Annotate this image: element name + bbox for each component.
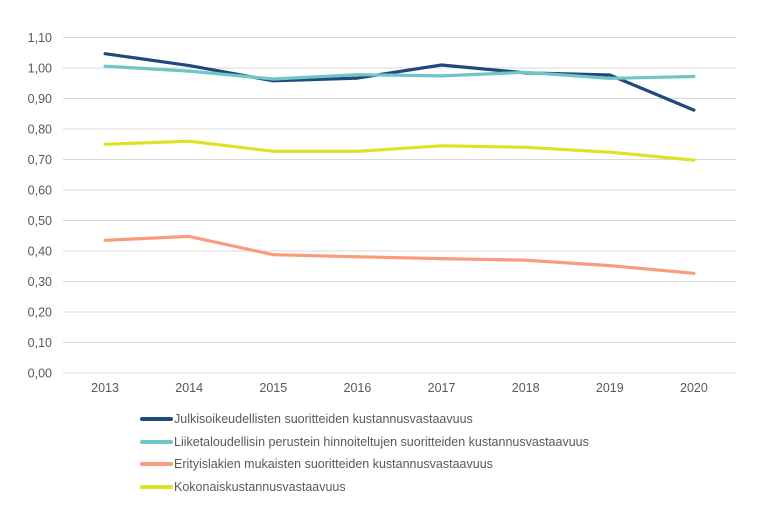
y-tick-label: 0,00 xyxy=(28,367,52,381)
series-line-4 xyxy=(103,139,696,162)
y-tick-label: 0,40 xyxy=(28,245,52,259)
x-tick-label: 2013 xyxy=(91,381,119,395)
series-line-2 xyxy=(103,64,696,81)
legend: Julkisoikeudellisten suoritteiden kustan… xyxy=(140,408,589,498)
y-tick-label: 0,50 xyxy=(28,214,52,228)
x-tick-label: 2020 xyxy=(680,381,708,395)
legend-item: Kokonaiskustannusvastaavuus xyxy=(140,476,589,499)
legend-swatch xyxy=(140,462,173,467)
y-tick-label: 0,90 xyxy=(28,92,52,106)
legend-swatch xyxy=(140,417,173,422)
x-tick-label: 2017 xyxy=(428,381,456,395)
series-line-3 xyxy=(103,234,696,275)
legend-label: Liiketaloudellisin perustein hinnoiteltu… xyxy=(174,434,589,449)
legend-item: Julkisoikeudellisten suoritteiden kustan… xyxy=(140,408,589,431)
legend-item: Liiketaloudellisin perustein hinnoiteltu… xyxy=(140,431,589,454)
gridlines xyxy=(63,37,736,374)
y-tick-label: 0,30 xyxy=(28,275,52,289)
y-tick-label: 0,10 xyxy=(28,336,52,350)
y-tick-label: 0,20 xyxy=(28,306,52,320)
legend-swatch xyxy=(140,439,173,444)
y-axis-ticks: 0,00 0,10 0,20 0,30 0,40 0,50 0,60 0,70 0,80 0,90… xyxy=(28,31,52,381)
line-chart: 0,00 0,10 0,20 0,30 0,40 0,50 0,60 0,70 0,80 0,90… xyxy=(28,31,736,395)
x-tick-label: 2018 xyxy=(512,381,540,395)
x-tick-label: 2014 xyxy=(175,381,203,395)
y-tick-label: 1,00 xyxy=(28,62,52,76)
y-tick-label: 0,80 xyxy=(28,123,52,137)
x-tick-label: 2019 xyxy=(596,381,624,395)
series-line-1 xyxy=(103,52,696,112)
legend-label: Erityislakien mukaisten suoritteiden kus… xyxy=(174,457,493,472)
series-lines xyxy=(103,52,696,275)
x-tick-label: 2015 xyxy=(259,381,287,395)
x-axis-ticks: 2013 2014 2015 2016 2017 2018 2019 2020 xyxy=(91,381,708,395)
x-tick-label: 2016 xyxy=(344,381,372,395)
y-tick-label: 0,60 xyxy=(28,184,52,198)
legend-label: Julkisoikeudellisten suoritteiden kustan… xyxy=(174,412,473,427)
legend-swatch xyxy=(140,484,173,489)
legend-label: Kokonaiskustannusvastaavuus xyxy=(174,479,346,494)
y-tick-label: 0,70 xyxy=(28,153,52,167)
y-tick-label: 1,10 xyxy=(28,31,52,45)
legend-item: Erityislakien mukaisten suoritteiden kus… xyxy=(140,453,589,476)
